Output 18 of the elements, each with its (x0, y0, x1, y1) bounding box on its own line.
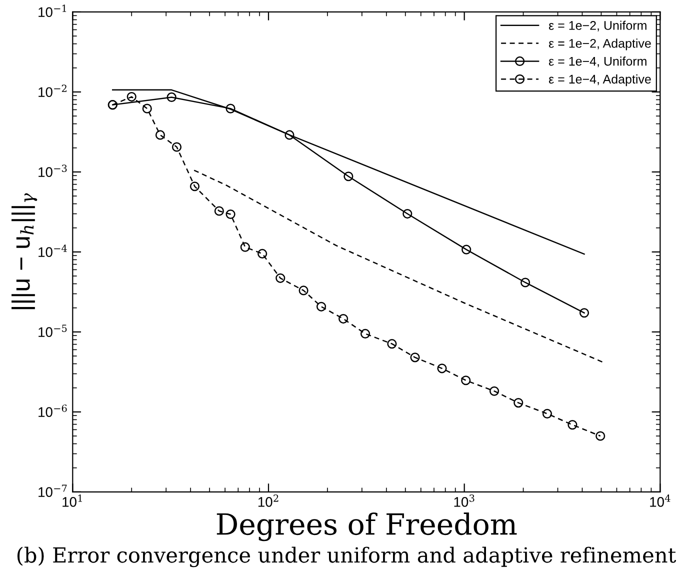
y-tick-label: 10$^{−3}$ (38, 164, 67, 178)
y-tick-label: 10$^{−6}$ (38, 404, 67, 417)
y-tick-label: 10$^{−7}$ (38, 484, 67, 497)
y-axis-title: |||u − u$_{h}$|||$_{γ}$ (12, 193, 38, 310)
x-tick-label: 10$^{1}$ (62, 494, 82, 507)
legend-label: ε = 1e−2, Uniform (548, 20, 646, 32)
y-tick-label: 10$^{−1}$ (38, 4, 66, 18)
legend-label: ε = 1e−4, Uniform (548, 56, 646, 68)
x-tick-label: 10$^{2}$ (258, 494, 278, 507)
legend-label: ε = 1e−2, Adaptive (548, 38, 651, 50)
y-tick-label: 10$^{−2}$ (38, 84, 66, 98)
y-tick-label: 10$^{−5}$ (38, 324, 67, 338)
legend-label: ε = 1e−4, Adaptive (548, 74, 651, 86)
x-tick-label: 10$^{3}$ (454, 494, 474, 507)
x-tick-label: 10$^{4}$ (650, 494, 670, 507)
y-tick-label: 10$^{−4}$ (38, 244, 67, 258)
text: (b) Error convergence under uniform and adaptive refinement (17, 546, 676, 568)
x-axis-title: Degrees of Freedom (216, 512, 517, 542)
